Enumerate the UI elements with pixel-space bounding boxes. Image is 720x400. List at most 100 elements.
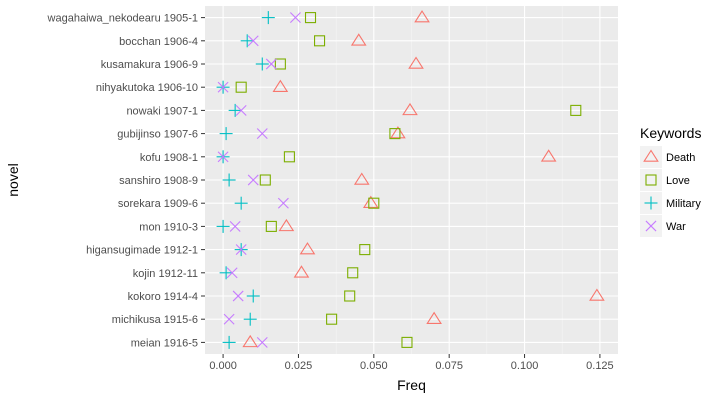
legend-key [640,169,662,191]
death-point [272,79,289,92]
y-tick-label: meian 1916-5 [131,337,198,349]
love-point [265,220,277,232]
legend-item-love: Love [640,169,690,191]
death-point [540,149,557,162]
y-tick-label: wagahaiwa_nekodearu 1905-1 [47,13,198,25]
war-point [229,220,241,232]
love-point [570,104,582,116]
y-axis-title: novel [5,163,21,196]
love-point [259,174,271,186]
military-point [246,289,260,303]
military-point [219,127,233,141]
legend-item-death: Death [640,146,695,168]
love-point [344,290,356,302]
y-tick-label: kofu 1908-1 [140,152,198,164]
love-point [314,35,326,47]
war-point [232,290,244,302]
x-tick-label: 0.025 [285,360,313,372]
death-point [362,195,379,208]
death-point [402,102,418,116]
x-tick-label: 0.125 [586,360,614,372]
death-point [426,311,442,324]
series-love [235,12,582,348]
war-point [226,267,238,279]
legend-key [640,146,662,168]
war-point [247,174,259,186]
legend-cross-icon [645,220,657,232]
death-point [278,218,295,232]
death-point [242,334,259,348]
death-point [390,126,406,139]
x-tick-label: 0.100 [511,360,539,372]
love-point [368,197,380,209]
love-point [326,313,338,325]
death-point [353,172,370,185]
legend-label: Death [666,152,695,164]
y-tick-label: kokoro 1914-4 [128,291,198,303]
love-point [389,128,401,140]
y-axis-ticks: wagahaiwa_nekodearu 1905-1 bocchan 1906-4… [47,13,205,349]
legend-plus-icon [644,196,658,210]
death-point [589,288,605,301]
military-point [219,266,233,280]
military-point [255,57,269,71]
death-point [293,265,310,278]
y-tick-label: higansugimade 1912-1 [86,245,198,257]
war-point [223,313,235,325]
love-point [401,336,413,348]
military-point [222,173,236,187]
series-war [217,12,301,348]
y-tick-label: nihyakutoka 1906-10 [96,82,198,94]
x-tick-label: 0.050 [360,360,388,372]
x-tick-label: 0.075 [435,360,463,372]
love-point [274,58,286,70]
war-point [277,197,289,209]
legend-item-military: Military [640,192,701,214]
death-point [414,10,430,23]
love-point [283,151,295,163]
love-point [304,12,317,24]
y-tick-label: mon 1910-3 [139,221,198,233]
series-military [216,11,275,349]
major-gridlines [205,6,618,354]
x-tick-label: 0.000 [209,360,237,372]
war-point [235,244,247,256]
war-point [256,336,268,348]
legend-square-icon [645,174,657,186]
y-tick-label: kusamakura 1906-9 [101,59,198,71]
y-tick-label: bocchan 1906-4 [119,36,198,48]
x-axis-title: Freq [397,377,426,393]
legend-title: Keywords [640,125,701,141]
legend-item-war: War [640,215,686,237]
military-point [261,11,275,25]
y-tick-label: sanshiro 1908-9 [119,175,198,187]
legend-label: Love [666,175,690,187]
love-point [359,244,371,256]
data-points [216,10,605,349]
death-point [408,56,424,69]
y-tick-label: kojin 1912-11 [133,268,198,280]
love-point [235,81,247,93]
legend-label: War [666,221,686,233]
military-point [222,335,236,349]
military-point [243,312,257,326]
legend: Keywords Death Love Military War [640,125,701,237]
military-point [234,196,248,210]
war-point [235,104,247,116]
y-tick-label: nowaki 1907-1 [126,105,198,117]
legend-label: Military [666,198,701,210]
y-tick-label: michikusa 1915-6 [112,314,198,326]
military-point [228,103,242,117]
x-axis-ticks: 0.000 0.025 0.050 0.075 0.100 0.125 [209,354,614,372]
legend-triangle-icon [643,149,659,162]
death-point [299,242,316,255]
war-point [289,12,301,24]
war-point [256,128,268,140]
war-point [217,151,229,163]
war-point [265,58,277,70]
love-point [347,267,359,279]
death-point [350,33,367,46]
y-tick-label: sorekara 1909-6 [118,198,198,210]
y-tick-label: gubijinso 1907-6 [117,129,198,141]
